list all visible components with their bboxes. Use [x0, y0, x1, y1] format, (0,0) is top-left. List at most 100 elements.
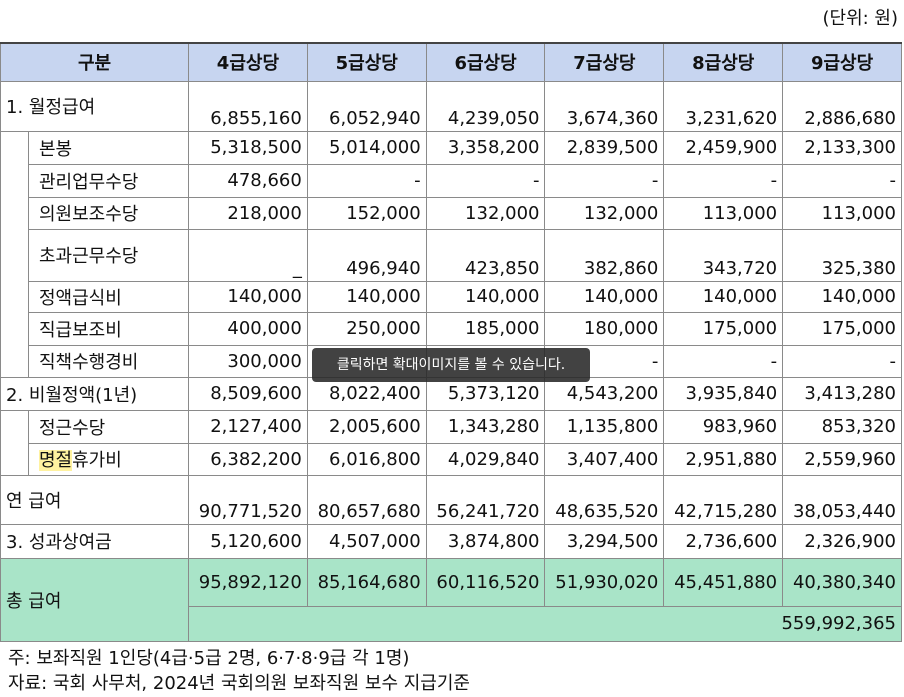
- value-cell: 132,000: [425, 196, 546, 230]
- value-cell: 3,231,620: [663, 80, 784, 132]
- salary-table: 구분 4급상당 5급상당 6급상당 7급상당 8급상당 9급상당 1. 월정급여 6,855,…: [0, 42, 902, 642]
- sub-label: 의원보조수당: [28, 196, 189, 230]
- value-cell: 51,930,020: [544, 557, 665, 607]
- value-cell: 300,000: [188, 344, 308, 378]
- row: 연 급여 90,771,520 80,657,680 56,241,720 48,635…: [0, 474, 902, 525]
- header-cell: 9급상당: [782, 42, 902, 82]
- value-cell: 2,005,600: [306, 409, 427, 444]
- row: 3. 성과상여금 5,120,600 4,507,000 3,874,800 3,294…: [0, 523, 902, 559]
- value-cell: 853,320: [782, 409, 902, 444]
- sub-row: 정근수당 2,127,400 2,005,600 1,343,280 1,135,800…: [0, 409, 902, 475]
- value-cell: 140,000: [306, 280, 427, 313]
- sub-label: 초과근무수당: [28, 228, 189, 282]
- value-cell: 175,000: [663, 311, 784, 346]
- indent: [0, 410, 29, 475]
- row-label: 1. 월정급여: [0, 80, 189, 132]
- sub-label: 본봉: [28, 130, 189, 165]
- value-cell: 3,407,400: [544, 442, 665, 476]
- total-row: 총 급여 95,892,120 85,164,680 60,116,520 51,930…: [0, 557, 902, 642]
- value-cell: 185,000: [425, 311, 546, 346]
- value-cell: 8,509,600: [188, 376, 308, 411]
- value-cell: -: [425, 163, 546, 198]
- sub-row: 직급보조비 400,000 250,000 185,000 180,000 175,000…: [1, 311, 902, 346]
- header-cell: 8급상당: [663, 42, 784, 82]
- value-cell: 152,000: [306, 196, 427, 230]
- value-cell: 343,720: [663, 228, 784, 282]
- value-cell: 983,960: [663, 409, 784, 444]
- value-cell: 4,029,840: [425, 442, 546, 476]
- value-cell: -: [782, 344, 902, 378]
- value-cell: 5,014,000: [306, 130, 427, 165]
- sub-row: 본봉 5,318,500 5,014,000 3,358,200 2,839,500 2,…: [0, 130, 902, 377]
- value-cell: 6,855,160: [188, 80, 308, 132]
- value-cell: 132,000: [544, 196, 665, 230]
- tooltip: 클릭하면 확대이미지를 볼 수 있습니다.: [312, 348, 590, 382]
- value-cell: 3,294,500: [544, 523, 665, 559]
- value-cell: 6,052,940: [306, 80, 427, 132]
- value-cell: 3,874,800: [425, 523, 546, 559]
- label-part: 휴가비: [72, 450, 122, 471]
- row-label: 3. 성과상여금: [0, 523, 189, 559]
- header-row: 구분 4급상당 5급상당 6급상당 7급상당 8급상당 9급상당: [0, 42, 902, 82]
- value-cell: 496,940: [306, 228, 427, 282]
- value-cell: 423,850: [425, 228, 546, 282]
- value-cell: 218,000: [188, 196, 308, 230]
- value-cell: 2,459,900: [663, 130, 784, 165]
- value-cell: 2,886,680: [782, 80, 902, 132]
- value-cell: 2,559,960: [782, 442, 902, 476]
- value-cell: 38,053,440: [782, 474, 902, 525]
- value-cell: 40,380,340: [782, 557, 902, 607]
- value-cell: 1,135,800: [544, 409, 665, 444]
- value-cell: 95,892,120: [188, 557, 308, 607]
- value-cell: 4,239,050: [425, 80, 546, 132]
- sub-label: 정근수당: [28, 409, 189, 444]
- total-label: 총 급여: [0, 557, 189, 642]
- value-cell: 90,771,520: [188, 474, 308, 525]
- sub-label: 직책수행경비: [28, 344, 189, 378]
- value-cell: 325,380: [782, 228, 902, 282]
- value-cell: 60,116,520: [425, 557, 546, 607]
- value-cell: 1,343,280: [425, 409, 546, 444]
- value-cell: 3,413,280: [782, 376, 902, 411]
- note: 주: 보좌직원 1인당(4급·5급 2명, 6·7·8·9급 각 1명): [8, 648, 410, 669]
- total-sum: 559,992,365: [188, 605, 902, 642]
- value-cell: 85,164,680: [306, 557, 427, 607]
- total-sum-row: 559,992,365: [1, 605, 902, 642]
- unit-label: (단위: 원): [822, 8, 898, 29]
- value-cell: 4,507,000: [306, 523, 427, 559]
- sub-label: 명절휴가비: [28, 442, 189, 476]
- value-cell: 2,127,400: [188, 409, 308, 444]
- sub-row: 의원보조수당 218,000 152,000 132,000 132,000 113,00…: [1, 196, 902, 230]
- sub-row: 명절휴가비 6,382,200 6,016,800 4,029,840 3,407,40…: [1, 442, 902, 476]
- value-cell: 45,451,880: [663, 557, 784, 607]
- value-cell: -: [663, 344, 784, 378]
- header-cell: 4급상당: [188, 42, 308, 82]
- value-cell: 180,000: [544, 311, 665, 346]
- value-cell: 48,635,520: [544, 474, 665, 525]
- value-cell: 6,016,800: [306, 442, 427, 476]
- value-cell: 140,000: [188, 280, 308, 313]
- value-cell: 5,120,600: [188, 523, 308, 559]
- header-cell: 6급상당: [425, 42, 546, 82]
- value-cell: _: [188, 228, 308, 282]
- header-cell: 구분: [0, 42, 189, 82]
- row: 1. 월정급여 6,855,160 6,052,940 4,239,050 3,674,…: [0, 80, 902, 132]
- value-cell: -: [663, 163, 784, 198]
- value-cell: 250,000: [306, 311, 427, 346]
- value-cell: -: [306, 163, 427, 198]
- value-cell: 113,000: [663, 196, 784, 230]
- value-cell: -: [782, 163, 902, 198]
- sub-row: 정액급식비 140,000 140,000 140,000 140,000 140,000…: [1, 280, 902, 313]
- value-cell: 478,660: [188, 163, 308, 198]
- value-cell: 6,382,200: [188, 442, 308, 476]
- sub-row: 초과근무수당 _ 496,940 423,850 382,860 343,720 325,3…: [1, 228, 902, 282]
- value-cell: 2,736,600: [663, 523, 784, 559]
- row-label: 연 급여: [0, 474, 189, 525]
- value-cell: 42,715,280: [663, 474, 784, 525]
- value-cell: 2,839,500: [544, 130, 665, 165]
- row: 2. 비월정액(1년) 8,509,600 8,022,400 5,373,120 4,…: [0, 376, 902, 411]
- table-header: 구분 4급상당 5급상당 6급상당 7급상당 8급상당 9급상당: [0, 42, 902, 82]
- header-cell: 5급상당: [306, 42, 427, 82]
- value-cell: 80,657,680: [306, 474, 427, 525]
